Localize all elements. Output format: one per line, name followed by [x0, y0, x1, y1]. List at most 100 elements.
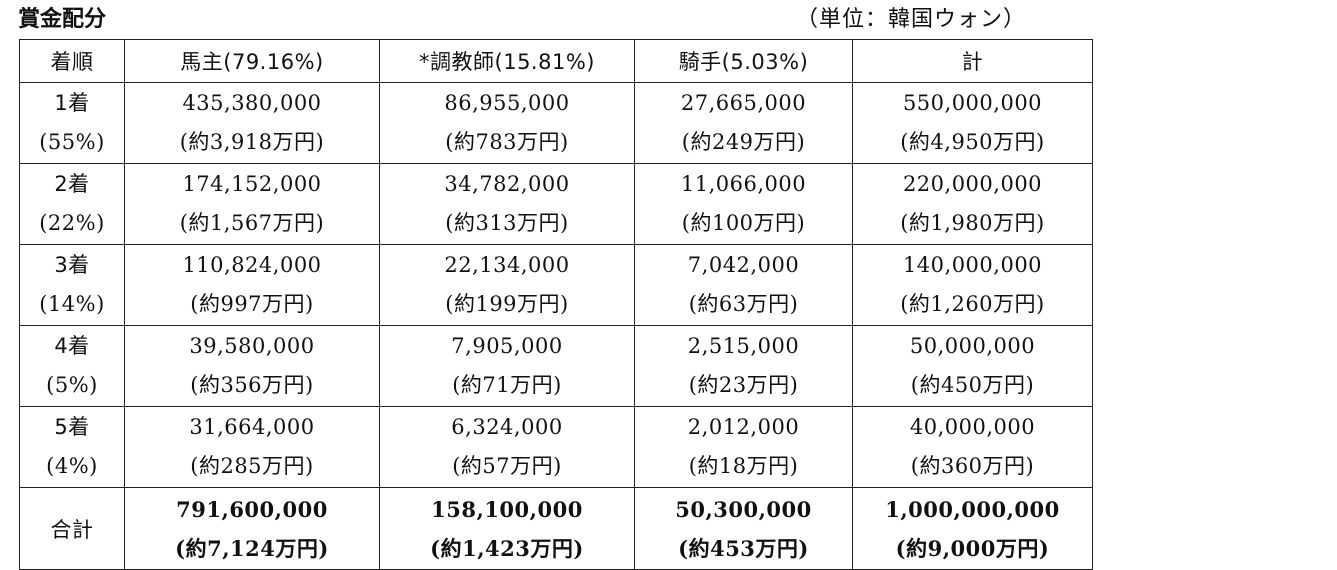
owner-cell: 39,580,000 (約356万円): [124, 325, 380, 407]
rank-cell: 4着 (5%): [19, 325, 125, 407]
krw-amount: 791,600,000: [176, 496, 328, 522]
krw-amount: 550,000,000: [902, 91, 1043, 115]
rank-label: 4着: [54, 334, 90, 358]
owner-total-cell: 791,600,000 (約7,124万円): [124, 487, 380, 570]
jpy-amount: (約23万円): [688, 373, 799, 397]
jockey-cell: 27,665,000 (約249万円): [634, 82, 853, 164]
trainer-cell: 6,324,000 (約57万円): [379, 406, 635, 488]
krw-amount: 220,000,000: [902, 172, 1043, 196]
trainer-cell: 86,955,000 (約783万円): [379, 82, 635, 164]
krw-amount: 40,000,000: [909, 415, 1036, 439]
rank-label: 3着: [54, 253, 90, 277]
krw-amount: 174,152,000: [182, 172, 322, 196]
krw-amount: 11,066,000: [680, 172, 807, 196]
sum-cell: 140,000,000 (約1,260万円): [852, 244, 1093, 326]
trainer-cell: 22,134,000 (約199万円): [379, 244, 635, 326]
jpy-amount: (約7,124万円): [175, 535, 329, 561]
owner-cell: 31,664,000 (約285万円): [124, 406, 380, 488]
jockey-total-cell: 50,300,000 (約453万円): [634, 487, 853, 570]
krw-amount: 110,824,000: [182, 253, 322, 277]
rank-share: (22%): [39, 211, 105, 235]
krw-amount: 27,665,000: [680, 91, 807, 115]
header-rank: 着順: [19, 39, 125, 83]
jpy-amount: (約453万円): [678, 535, 809, 561]
jpy-amount: (約313万円): [445, 211, 569, 235]
krw-amount: 140,000,000: [902, 253, 1043, 277]
krw-amount: 31,664,000: [189, 415, 315, 439]
header-trainer: *調教師(15.81%): [379, 39, 635, 83]
header-total: 計: [852, 39, 1093, 83]
jpy-amount: (約450万円): [910, 373, 1035, 397]
table-header-row: 着順 馬主(79.16%) *調教師(15.81%) 騎手(5.03%) 計: [19, 39, 1093, 83]
jpy-amount: (約9,000万円): [895, 535, 1050, 561]
table-row: 4着 (5%) 39,580,000 (約356万円) 7,905,000 (約…: [19, 325, 1093, 407]
table-row: 2着 (22%) 174,152,000 (約1,567万円) 34,782,0…: [19, 163, 1093, 245]
jpy-amount: (約63万円): [688, 292, 799, 316]
jpy-amount: (約360万円): [910, 454, 1035, 478]
table-row: 1着 (55%) 435,380,000 (約3,918万円) 86,955,0…: [19, 82, 1093, 164]
grand-total-cell: 1,000,000,000 (約9,000万円): [852, 487, 1093, 570]
total-row: 合計 791,600,000 (約7,124万円) 158,100,000 (約…: [19, 487, 1093, 570]
trainer-cell: 7,905,000 (約71万円): [379, 325, 635, 407]
jpy-amount: (約783万円): [445, 130, 569, 154]
krw-amount: 2,012,000: [687, 415, 800, 439]
jpy-amount: (約100万円): [681, 211, 806, 235]
rank-share: (5%): [46, 373, 98, 397]
krw-amount: 7,042,000: [687, 253, 800, 277]
jpy-amount: (約4,950万円): [900, 130, 1045, 154]
rank-cell: 3着 (14%): [19, 244, 125, 326]
jpy-amount: (約57万円): [452, 454, 562, 478]
rank-share: (55%): [39, 130, 105, 154]
jpy-amount: (約1,423万円): [430, 535, 584, 561]
jpy-amount: (約249万円): [681, 130, 806, 154]
jockey-cell: 2,012,000 (約18万円): [634, 406, 853, 488]
jpy-amount: (約285万円): [190, 454, 314, 478]
header-jockey: 騎手(5.03%): [634, 39, 853, 83]
owner-cell: 435,380,000 (約3,918万円): [124, 82, 380, 164]
prize-distribution-table: 着順 馬主(79.16%) *調教師(15.81%) 騎手(5.03%) 計 1…: [19, 39, 1093, 570]
page-title: 賞金配分: [18, 7, 107, 32]
rank-share: (14%): [39, 292, 105, 316]
header-owner: 馬主(79.16%): [124, 39, 380, 83]
krw-amount: 1,000,000,000: [885, 496, 1060, 522]
rank-cell: 5着 (4%): [19, 406, 125, 488]
jockey-cell: 11,066,000 (約100万円): [634, 163, 853, 245]
rank-cell: 2着 (22%): [19, 163, 125, 245]
krw-amount: 50,000,000: [909, 334, 1036, 358]
total-label: 合計: [19, 487, 125, 570]
trainer-total-cell: 158,100,000 (約1,423万円): [379, 487, 635, 570]
jpy-amount: (約997万円): [190, 292, 314, 316]
krw-amount: 50,300,000: [675, 496, 812, 522]
table-row: 3着 (14%) 110,824,000 (約997万円) 22,134,000…: [19, 244, 1093, 326]
jpy-amount: (約199万円): [445, 292, 569, 316]
sum-cell: 40,000,000 (約360万円): [852, 406, 1093, 488]
krw-amount: 435,380,000: [182, 91, 322, 115]
unit-note: （単位：韓国ウォン）: [796, 7, 1027, 32]
krw-amount: 86,955,000: [444, 91, 570, 115]
krw-amount: 2,515,000: [687, 334, 800, 358]
jpy-amount: (約71万円): [452, 373, 562, 397]
owner-cell: 110,824,000 (約997万円): [124, 244, 380, 326]
jpy-amount: (約3,918万円): [179, 130, 325, 154]
sum-cell: 220,000,000 (約1,980万円): [852, 163, 1093, 245]
rank-share: (4%): [46, 454, 98, 478]
jpy-amount: (約1,260万円): [900, 292, 1045, 316]
rank-label: 1着: [54, 91, 90, 115]
rank-cell: 1着 (55%): [19, 82, 125, 164]
rank-label: 2着: [54, 172, 90, 196]
jockey-cell: 7,042,000 (約63万円): [634, 244, 853, 326]
sum-cell: 50,000,000 (約450万円): [852, 325, 1093, 407]
krw-amount: 22,134,000: [444, 253, 570, 277]
jpy-amount: (約1,567万円): [179, 211, 325, 235]
owner-cell: 174,152,000 (約1,567万円): [124, 163, 380, 245]
rank-label: 5着: [54, 415, 90, 439]
jpy-amount: (約1,980万円): [900, 211, 1045, 235]
jpy-amount: (約18万円): [688, 454, 799, 478]
jpy-amount: (約356万円): [190, 373, 314, 397]
jockey-cell: 2,515,000 (約23万円): [634, 325, 853, 407]
krw-amount: 158,100,000: [431, 496, 583, 522]
krw-amount: 39,580,000: [189, 334, 315, 358]
table-row: 5着 (4%) 31,664,000 (約285万円) 6,324,000 (約…: [19, 406, 1093, 488]
krw-amount: 6,324,000: [451, 415, 563, 439]
sum-cell: 550,000,000 (約4,950万円): [852, 82, 1093, 164]
